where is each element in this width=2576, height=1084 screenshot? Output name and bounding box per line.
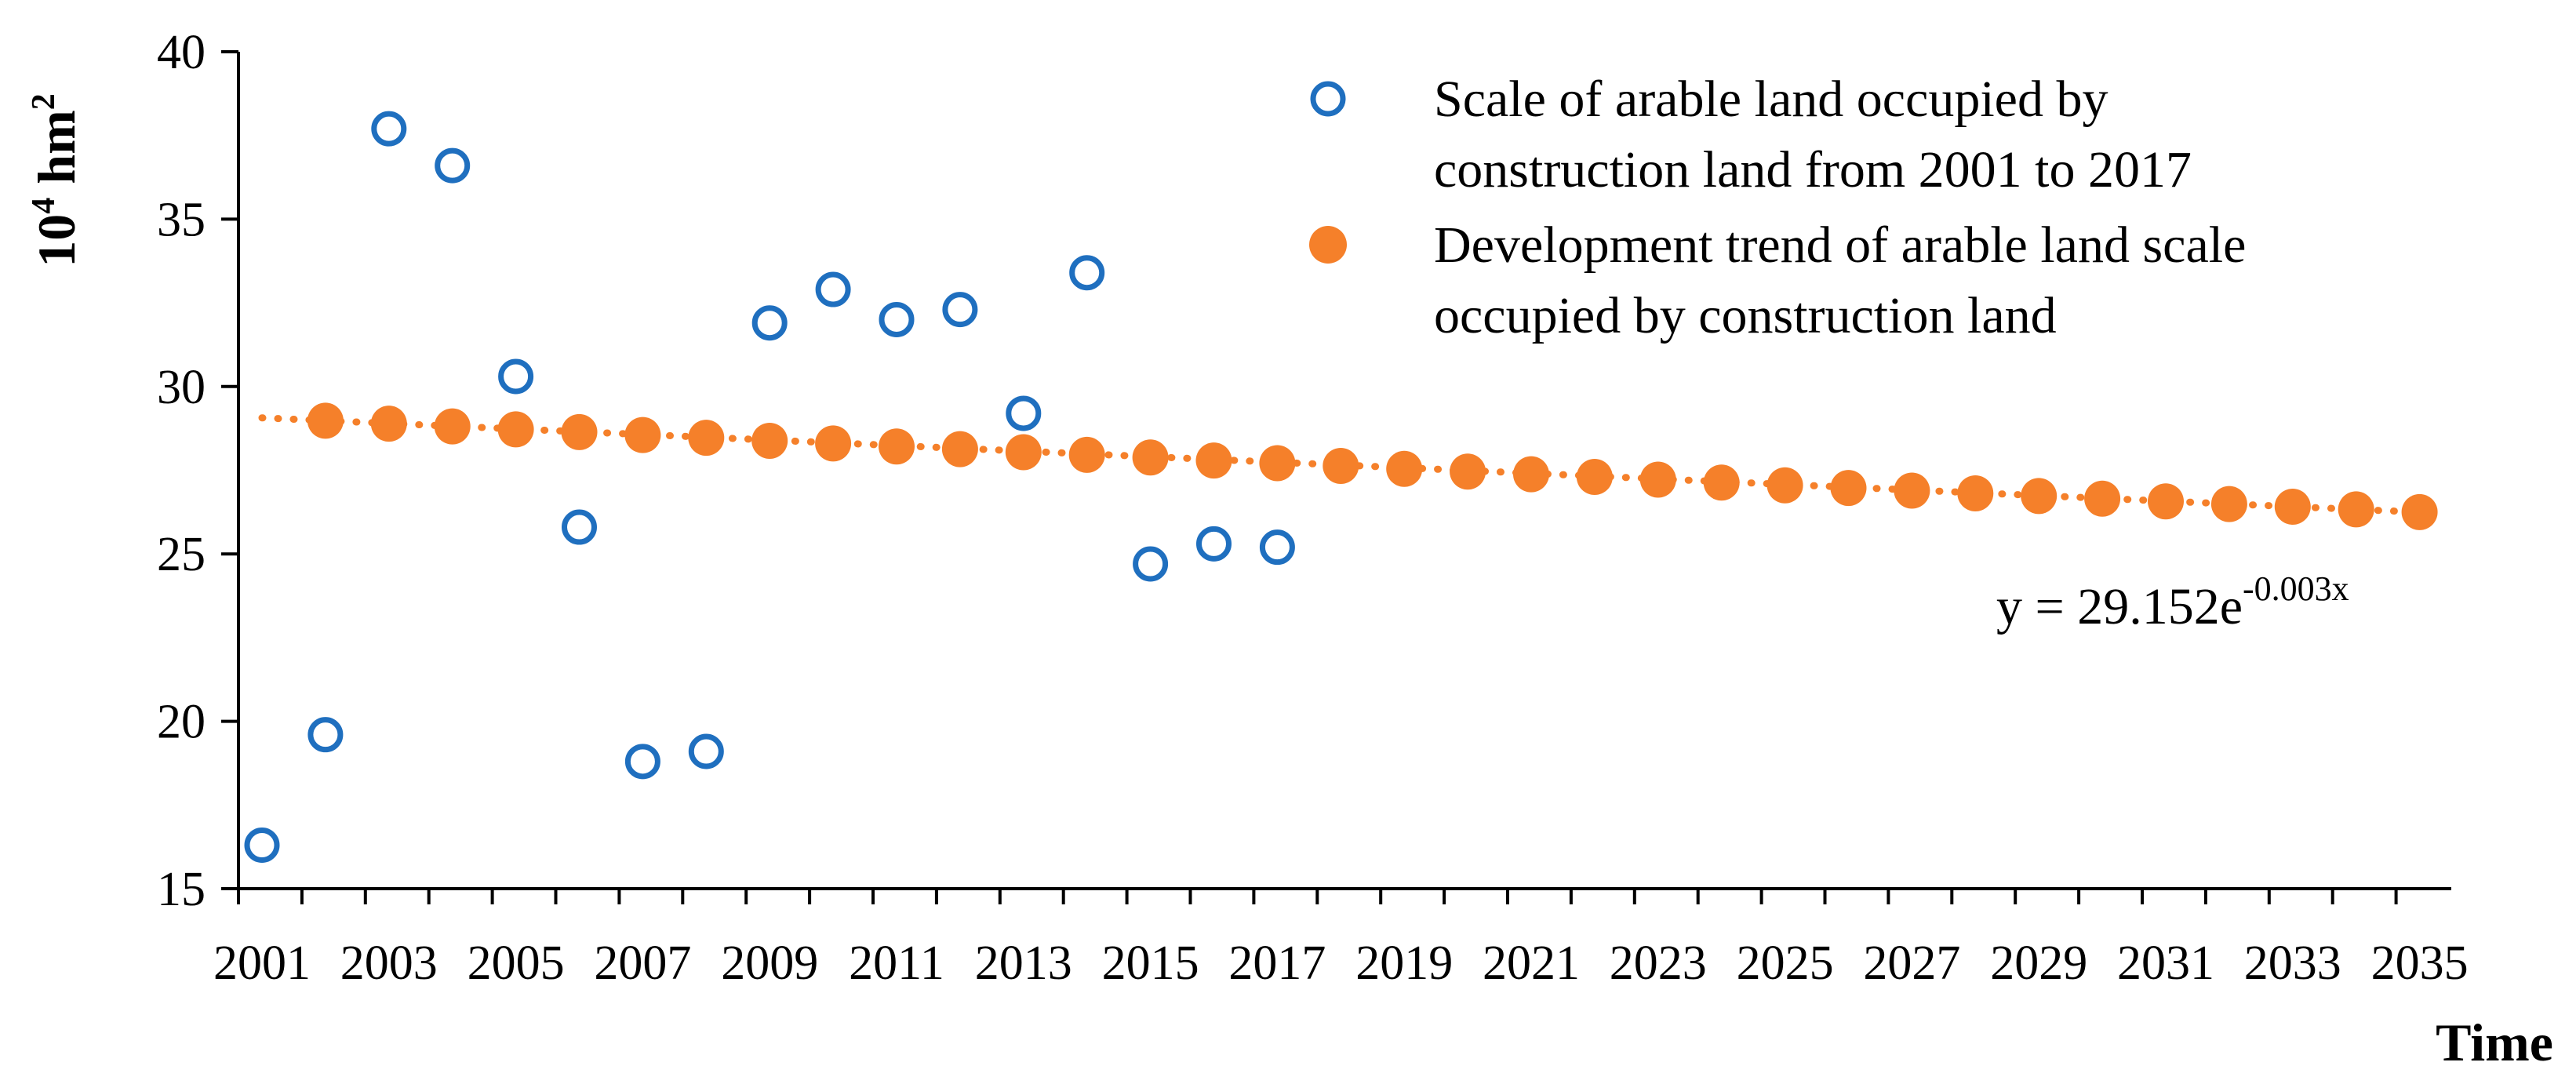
- y-axis-title: 104 hm2: [26, 93, 86, 267]
- x-tick-label: 2003: [340, 937, 438, 990]
- x-tick-label: 2029: [1990, 937, 2087, 990]
- y-tick-label: 15: [157, 863, 206, 916]
- x-tick-label: 2007: [594, 937, 691, 990]
- trend-point: [2148, 483, 2184, 520]
- observed-point: [1259, 529, 1295, 566]
- trend-point: [1386, 450, 1423, 487]
- trend-point: [688, 420, 725, 457]
- trend-point: [497, 411, 534, 448]
- observed-point: [498, 358, 534, 395]
- x-tick-label: 2013: [975, 937, 1072, 990]
- y-tick-label: 30: [157, 361, 206, 414]
- trend-equation: y = 29.152e-0.003x: [1996, 569, 2349, 635]
- observed-point: [879, 301, 915, 337]
- x-tick-label: 2023: [1610, 937, 1707, 990]
- trend-point: [434, 408, 471, 445]
- legend-label-observed-line-2: construction land from 2001 to 2017: [1434, 141, 2192, 198]
- trend-point: [751, 422, 788, 459]
- trend-point: [1957, 475, 1994, 511]
- legend-label-trend-line-2: occupied by construction land: [1434, 287, 2057, 344]
- x-tick-label: 2005: [468, 937, 565, 990]
- legend-marker-observed: [1310, 81, 1346, 117]
- trend-point: [2274, 489, 2311, 526]
- y-tick-label: 20: [157, 696, 206, 749]
- x-tick-label: 2033: [2244, 937, 2341, 990]
- trend-point: [307, 402, 344, 439]
- trend-point: [2401, 493, 2438, 530]
- trend-point: [624, 417, 661, 453]
- x-tick-label: 2001: [213, 937, 311, 990]
- legend: Scale of arable land occupied by constru…: [1309, 71, 2246, 344]
- x-tick-label: 2009: [721, 937, 818, 990]
- legend-label-observed-line-1: Scale of arable land occupied by: [1434, 71, 2108, 128]
- x-tick-label: 2021: [1483, 937, 1580, 990]
- observed-point: [371, 111, 407, 147]
- x-tick-label: 2035: [2371, 937, 2469, 990]
- y-tick-label: 35: [157, 193, 206, 246]
- trend-point: [815, 425, 852, 462]
- observed-point: [688, 733, 724, 769]
- trend-point: [879, 428, 915, 465]
- observed-point: [562, 509, 597, 545]
- y-ticks: 15 20 25 30 35 40: [157, 26, 238, 916]
- legend-marker-trend: [1309, 226, 1347, 264]
- x-tick-label: 2027: [1863, 937, 1960, 990]
- x-tick-label: 2015: [1102, 937, 1199, 990]
- trend-point: [370, 406, 407, 442]
- x-ticks: 2001 2003 2005 2007 2009 2011 2013 2015 2017 2019…: [213, 889, 2469, 990]
- observed-point: [1069, 255, 1105, 291]
- observed-point: [1196, 526, 1232, 562]
- equation-base: y = 29.152e: [1996, 578, 2243, 635]
- trend-point: [1830, 470, 1867, 507]
- observed-points: [244, 111, 1295, 864]
- trend-point: [1259, 445, 1296, 482]
- y-tick-label: 25: [157, 528, 206, 581]
- trend-point: [1576, 459, 1613, 496]
- observed-point: [624, 744, 660, 780]
- trend-point: [2338, 491, 2374, 528]
- x-tick-label: 2011: [849, 937, 944, 990]
- trend-point: [2210, 486, 2247, 522]
- observed-point: [1133, 546, 1169, 582]
- x-axis-title: Time: [2436, 1013, 2553, 1072]
- x-tick-label: 2025: [1737, 937, 1834, 990]
- observed-point: [435, 147, 471, 184]
- trend-point: [2084, 480, 2121, 517]
- y-tick-label: 40: [157, 26, 206, 79]
- trend-point: [1766, 467, 1803, 504]
- observed-point: [815, 271, 851, 307]
- trend-point: [1323, 447, 1359, 484]
- trend-point: [561, 413, 598, 450]
- trend-points: [307, 402, 2438, 530]
- trend-point: [2021, 478, 2058, 515]
- observed-point: [307, 717, 344, 753]
- trend-point: [1639, 461, 1676, 498]
- trend-point: [1703, 464, 1740, 501]
- legend-label-trend-line-1: Development trend of arable land scale: [1434, 216, 2246, 274]
- equation-exponent: -0.003x: [2243, 569, 2349, 608]
- observed-point: [244, 828, 280, 864]
- x-tick-label: 2017: [1228, 937, 1326, 990]
- trend-point: [1513, 456, 1549, 493]
- observed-point: [942, 292, 978, 328]
- trend-point: [1894, 472, 1930, 509]
- x-tick-label: 2031: [2117, 937, 2214, 990]
- trend-point: [1195, 442, 1232, 479]
- observed-point: [1006, 395, 1042, 431]
- trend-point: [1450, 453, 1486, 490]
- trend-point: [1005, 434, 1042, 471]
- observed-point: [751, 305, 788, 341]
- x-tick-label: 2019: [1355, 937, 1453, 990]
- trend-point: [1132, 439, 1169, 476]
- trend-point: [1068, 436, 1105, 473]
- trend-point: [941, 431, 978, 467]
